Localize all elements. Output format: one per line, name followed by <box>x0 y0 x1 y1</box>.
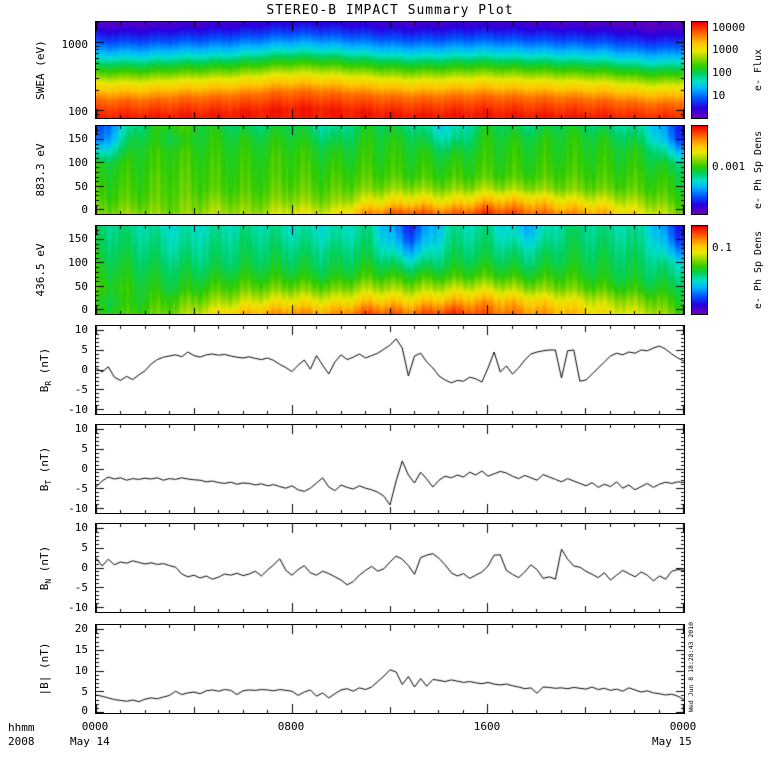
cbar-tick: 10000 <box>712 21 746 34</box>
panel-br <box>95 325 685 415</box>
ytick: 50 <box>74 180 88 193</box>
ytick: 150 <box>68 232 88 245</box>
ytick: 10 <box>74 323 88 336</box>
panel-bt <box>95 424 685 514</box>
year-label: 2008 <box>8 735 35 748</box>
hhmm-label: hhmm <box>8 721 35 734</box>
ytick: 50 <box>74 280 88 293</box>
cbar-tick: 0.1 <box>712 241 732 254</box>
cbar-title-phspdens-2: e- Ph Sp Dens <box>753 230 764 310</box>
colorbar-436ev <box>691 225 708 315</box>
cbar-title-eflux: e- Flux <box>753 48 764 92</box>
ytick: 10 <box>74 422 88 435</box>
xtick-0000-end: 0000 <box>669 720 697 733</box>
colorbar-swea <box>691 21 708 119</box>
spectrogram-883ev-canvas <box>96 126 684 214</box>
ytick: 100 <box>68 156 88 169</box>
panel-883ev <box>95 125 685 215</box>
cbar-tick: 100 <box>712 66 732 79</box>
date-start-label: May 14 <box>70 735 110 748</box>
date-end-label: May 15 <box>652 735 692 748</box>
spectrogram-436ev-canvas <box>96 226 684 314</box>
panel-swea <box>95 21 685 119</box>
ytick: 0 <box>81 303 88 316</box>
ytick: 0 <box>81 363 88 376</box>
ylabel-swea: SWEA (eV) <box>34 40 47 100</box>
page-title: STEREO-B IMPACT Summary Plot <box>266 3 514 18</box>
ytick: 5 <box>81 343 88 356</box>
ytick: -10 <box>68 403 88 416</box>
ytick: 150 <box>68 132 88 145</box>
colorbar-swea-canvas <box>692 22 707 118</box>
ytick: 10 <box>74 664 88 677</box>
ytick: 20 <box>74 622 88 635</box>
ytick: -10 <box>68 601 88 614</box>
ytick: 10 <box>74 521 88 534</box>
colorbar-883ev <box>691 125 708 215</box>
ytick: 100 <box>68 105 88 118</box>
br-line-canvas <box>96 326 684 414</box>
colorbar-883ev-canvas <box>692 126 707 214</box>
bt-line-canvas <box>96 425 684 513</box>
panel-bn <box>95 523 685 613</box>
ytick: 5 <box>81 442 88 455</box>
ytick: -5 <box>74 383 88 396</box>
colorbar-436ev-canvas <box>692 226 707 314</box>
creation-timestamp: Wed Jun 8 18:28:43 2010 <box>687 621 695 712</box>
bn-line-canvas <box>96 524 684 612</box>
ytick: 5 <box>81 685 88 698</box>
xtick-1600: 1600 <box>473 720 501 733</box>
ytick: 5 <box>81 541 88 554</box>
cbar-tick: 10 <box>712 89 726 102</box>
ytick: 15 <box>74 643 88 656</box>
ytick: 0 <box>81 704 88 717</box>
swea-spectrogram-canvas <box>96 22 684 118</box>
ytick: -5 <box>74 482 88 495</box>
cbar-tick: 0.001 <box>712 160 746 173</box>
ytick: 0 <box>81 462 88 475</box>
ytick: 0 <box>81 203 88 216</box>
panel-436ev <box>95 225 685 315</box>
xtick-0800: 0800 <box>277 720 305 733</box>
cbar-tick: 1000 <box>712 43 739 56</box>
ytick: 0 <box>81 561 88 574</box>
xtick-0000-start: 0000 <box>81 720 109 733</box>
ytick: -5 <box>74 581 88 594</box>
btotal-line-canvas <box>96 625 684 713</box>
ytick: -10 <box>68 502 88 515</box>
panel-btotal <box>95 624 685 714</box>
ytick: 1000 <box>61 38 89 51</box>
ytick: 100 <box>68 256 88 269</box>
